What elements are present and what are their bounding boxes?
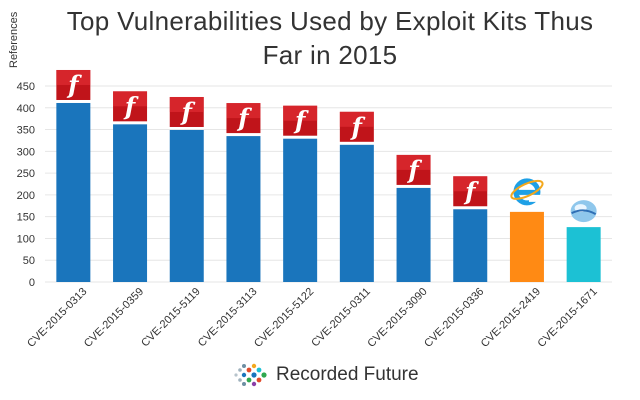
x-tick-label: CVE-2015-0359 (82, 286, 146, 350)
bar (339, 144, 374, 282)
flash-icon: f (226, 103, 261, 134)
ie-icon (510, 178, 544, 206)
bar (396, 187, 431, 282)
silverlight-icon (570, 200, 597, 223)
bar (509, 211, 544, 282)
y-tick-label: 450 (17, 81, 35, 93)
y-tick-label: 50 (23, 255, 35, 267)
bar (113, 124, 148, 282)
x-tick-label: CVE-2015-5119 (139, 286, 203, 350)
y-tick-label: 350 (17, 125, 35, 137)
x-tick-label: CVE-2015-0336 (422, 286, 486, 350)
flash-icon-glyph: f (350, 112, 366, 141)
flash-icon-glyph: f (463, 176, 479, 205)
recorded-future-dots-icon (234, 363, 267, 387)
y-tick-label: 200 (17, 190, 35, 202)
flash-icon-highlight (169, 96, 204, 112)
bar (226, 136, 261, 282)
flash-icon-highlight (283, 105, 318, 121)
ie-icon-bar (515, 189, 538, 195)
flash-icon: f (396, 154, 431, 185)
flash-icon: f (453, 176, 488, 207)
flash-icon: f (339, 111, 374, 142)
flash-icon: f (283, 105, 318, 136)
x-tick-label: CVE-2015-3090 (365, 286, 429, 350)
flash-icon-highlight (396, 154, 431, 170)
x-tick-label: CVE-2015-2419 (479, 286, 543, 350)
flash-icon-highlight (113, 91, 148, 107)
y-tick-label: 400 (17, 103, 35, 115)
x-tick-label: CVE-2015-0311 (309, 286, 373, 350)
flash-icon-highlight (226, 103, 261, 119)
flash-icon: f (113, 91, 148, 122)
brand-name: Recorded Future (276, 364, 419, 385)
flash-icon-highlight (56, 69, 91, 85)
bar (453, 209, 488, 282)
y-tick-label: 300 (17, 146, 35, 158)
y-axis-label: References (8, 11, 20, 68)
flash-icon-highlight (339, 111, 374, 127)
ie-icon-orbit (510, 179, 544, 200)
y-tick-label: 150 (17, 212, 35, 224)
ie-icon-gap (528, 194, 541, 202)
y-tick-label: 100 (17, 233, 35, 245)
flash-icon-glyph: f (293, 106, 309, 135)
flash-icon-highlight (453, 176, 488, 192)
chart-title-line2: Far in 2015 (262, 40, 398, 70)
x-tick-label: CVE-2015-5122 (252, 286, 316, 350)
flash-icon-glyph: f (123, 91, 139, 120)
flash-icon: f (56, 69, 91, 100)
flash-icon-glyph: f (66, 70, 82, 99)
y-tick-label: 0 (29, 277, 35, 289)
flash-icon-glyph: f (406, 155, 422, 184)
brand-logo: Recorded Future (230, 360, 419, 390)
flash-icon: f (169, 96, 204, 127)
bar (56, 102, 91, 282)
flash-icon-glyph: f (180, 97, 196, 126)
x-tick-label: CVE-2015-0313 (25, 286, 89, 350)
x-tick-label: CVE-2015-3113 (196, 286, 260, 350)
flash-icon-glyph: f (236, 103, 252, 132)
bar (566, 227, 601, 282)
chart-title-line1: Top Vulnerabilities Used by Exploit Kits… (66, 6, 594, 36)
bar-chart: 0 50 100 150 200 250 300 350 400 450 References f CV… (8, 11, 612, 350)
y-tick-label: 250 (17, 168, 35, 180)
x-tick-label: CVE-2015-1671 (536, 286, 600, 350)
silverlight-icon-swoosh (571, 209, 597, 215)
bar (169, 129, 204, 282)
chart-title: Top Vulnerabilities Used by Exploit Kits… (40, 4, 620, 72)
bar (283, 138, 318, 282)
